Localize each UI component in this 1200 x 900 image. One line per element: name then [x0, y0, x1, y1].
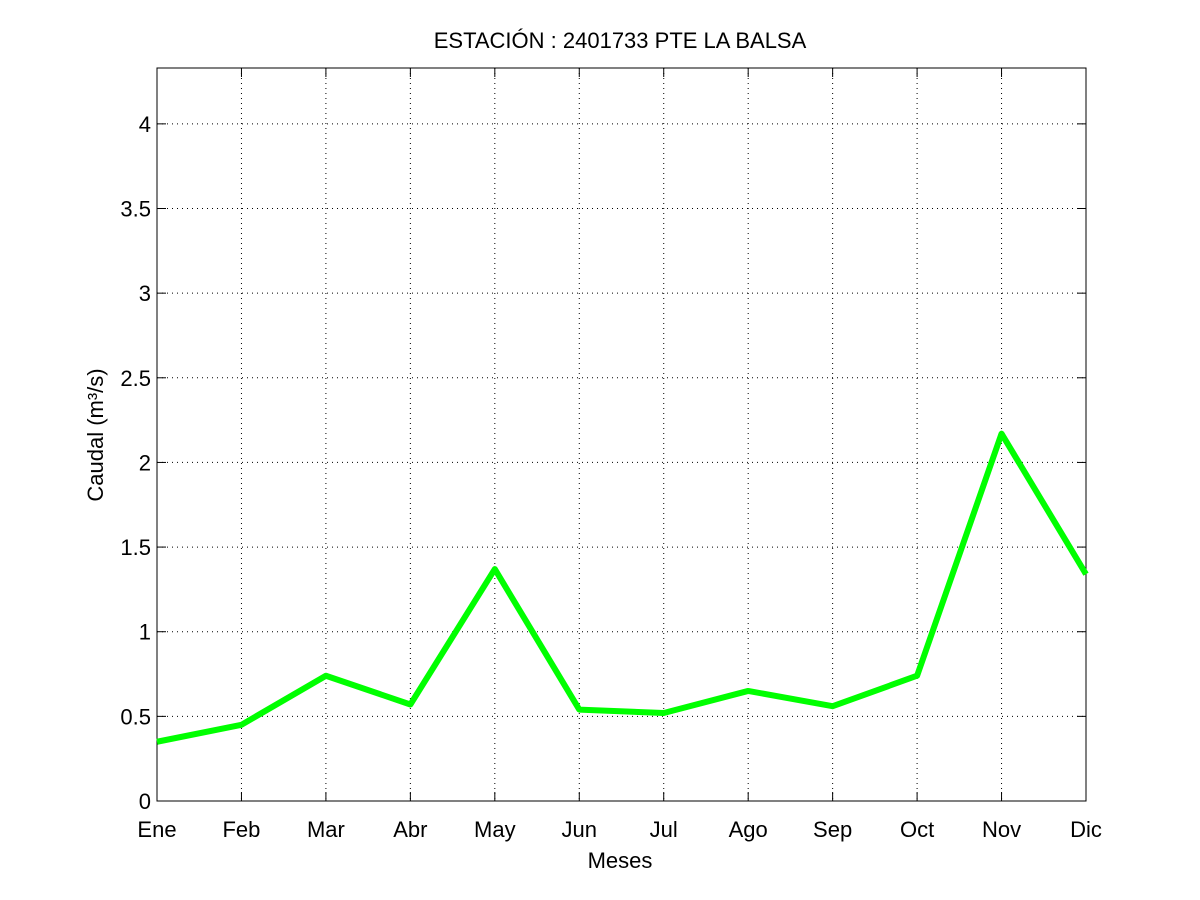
x-tick-labels: Ene Feb Mar Abr May Jun Jul Ago Sep Oct Nov Dic	[137, 817, 1101, 842]
x-tick-label: Feb	[222, 817, 260, 842]
y-tick-label: 2.5	[120, 366, 151, 391]
chart-title: ESTACIÓN : 2401733 PTE LA BALSA	[434, 28, 807, 53]
y-axis-title: Caudal (m³/s)	[83, 368, 108, 501]
y-tick-label: 2	[139, 450, 151, 475]
x-tick-label: Sep	[813, 817, 852, 842]
plot-area-frame	[156, 67, 1087, 802]
y-tick-label: 4	[139, 112, 151, 137]
y-tick-label: 0.5	[120, 704, 151, 729]
x-tick-label: Jun	[562, 817, 597, 842]
x-tick-label: Ago	[729, 817, 768, 842]
y-tick-label: 1	[139, 620, 151, 645]
axis-ticks	[156, 68, 1087, 802]
y-tick-labels: 0 0.5 1 1.5 2 2.5 3 3.5 4	[120, 112, 151, 814]
x-tick-label: Mar	[307, 817, 345, 842]
x-tick-label: May	[474, 817, 516, 842]
x-tick-label: Dic	[1070, 817, 1102, 842]
y-tick-label: 0	[139, 789, 151, 814]
x-tick-label: Abr	[393, 817, 427, 842]
y-tick-label: 3	[139, 281, 151, 306]
x-tick-label: Jul	[650, 817, 678, 842]
x-tick-label: Ene	[137, 817, 176, 842]
x-axis-title: Meses	[588, 848, 653, 873]
x-tick-label: Oct	[900, 817, 934, 842]
y-tick-label: 3.5	[120, 197, 151, 222]
data-series	[156, 430, 1089, 745]
x-tick-label: Nov	[982, 817, 1021, 842]
series-line	[156, 430, 1089, 745]
y-tick-label: 1.5	[120, 535, 151, 560]
